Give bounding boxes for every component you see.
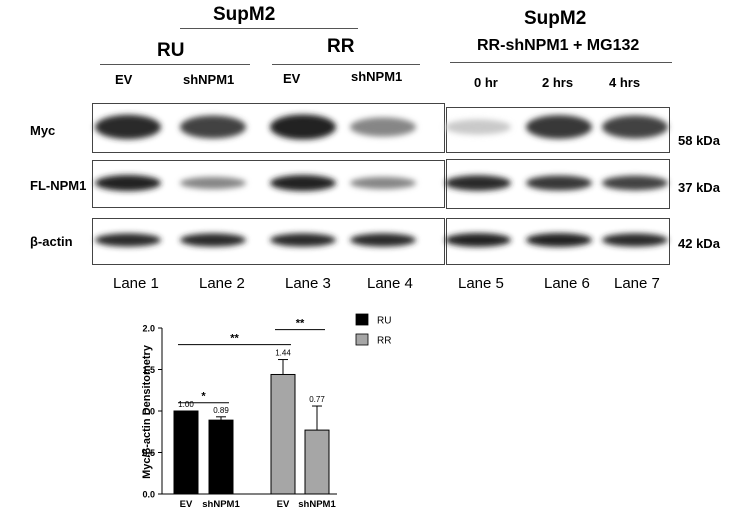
band-myc-lane-1	[95, 114, 161, 140]
x-tick-label: shNPM1	[202, 499, 240, 510]
x-tick-label: shNPM1	[298, 499, 336, 510]
band-myc-lane-2	[180, 115, 246, 139]
y-tick-label: 0.5	[142, 448, 155, 458]
legend-label-ru: RU	[377, 316, 391, 327]
value-label: 1.44	[275, 349, 291, 358]
band-beta-actin-lane-6	[526, 233, 592, 247]
band-myc-lane-6	[526, 115, 592, 139]
band-beta-actin-lane-2	[180, 233, 246, 247]
row-label-beta-actin: β-actin	[30, 234, 73, 249]
lane-header-4: shNPM1	[351, 69, 403, 84]
x-tick-label: EV	[180, 499, 193, 510]
significance-label: *	[201, 391, 206, 403]
y-axis-label: Myc/β-actin Densitometry	[141, 344, 153, 479]
band-fl-npm1-lane-2	[180, 176, 246, 190]
ru-rule	[100, 64, 250, 65]
y-tick-label: 1.5	[142, 365, 155, 375]
y-tick-label: 2.0	[142, 324, 155, 334]
lane-label-4: Lane 4	[367, 275, 413, 292]
value-label: 0.89	[213, 406, 229, 415]
band-fl-npm1-lane-6	[526, 175, 592, 191]
y-tick-label: 0.0	[142, 490, 155, 500]
lane-header-7: 4 hrs	[609, 75, 641, 90]
band-fl-npm1-lane-5	[445, 175, 511, 191]
legend-label-rr: RR	[377, 336, 391, 347]
band-fl-npm1-lane-4	[350, 176, 416, 190]
band-myc-lane-4	[350, 117, 416, 137]
kda-label-myc: 58 kDa	[678, 133, 720, 148]
row-label-myc: Myc	[30, 123, 56, 138]
group-rr-label: RR	[327, 36, 355, 57]
lane-header-5: 0 hr	[474, 75, 498, 90]
bar	[270, 373, 296, 495]
band-beta-actin-lane-5	[445, 233, 511, 247]
value-label: 1.00	[178, 400, 194, 409]
x-tick-label: EV	[277, 499, 290, 510]
bar	[173, 410, 199, 495]
lane-header-2: shNPM1	[183, 72, 235, 87]
value-label: 0.77	[309, 395, 325, 404]
significance-label: **	[230, 333, 239, 345]
legend-swatch-rr	[355, 333, 369, 346]
lane-header-3: EV	[283, 71, 301, 86]
band-beta-actin-lane-3	[270, 233, 336, 247]
band-myc-lane-3	[270, 114, 336, 140]
bar	[208, 419, 234, 495]
band-fl-npm1-lane-3	[270, 175, 336, 191]
lane-label-2: Lane 2	[199, 275, 245, 292]
lane-header-6: 2 hrs	[542, 75, 574, 90]
lane-label-6: Lane 6	[544, 275, 590, 292]
densitometry-chart: Myc/β-actin Densitometry 0.0 0.5 1.0 1.5 2.0…	[141, 313, 391, 510]
band-beta-actin-lane-1	[95, 233, 161, 247]
right-header: SupM2	[524, 8, 587, 29]
left-header: SupM2	[213, 4, 276, 25]
right-group-label: RR-shNPM1 + MG132	[477, 37, 640, 54]
kda-label-beta-actin: 42 kDa	[678, 236, 720, 251]
significance-label: **	[296, 318, 305, 330]
band-fl-npm1-lane-7	[602, 175, 668, 191]
band-beta-actin-lane-4	[350, 233, 416, 247]
rr-rule	[272, 64, 420, 65]
group-ru-label: RU	[157, 40, 185, 61]
lane-label-7: Lane 7	[614, 275, 660, 292]
band-myc-lane-7	[602, 115, 668, 139]
y-tick-label: 1.0	[142, 407, 155, 417]
band-beta-actin-lane-7	[602, 233, 668, 247]
lane-label-1: Lane 1	[113, 275, 159, 292]
bar	[304, 429, 330, 495]
legend-swatch-ru	[355, 313, 369, 326]
lane-label-5: Lane 5	[458, 275, 504, 292]
band-myc-lane-5	[445, 119, 511, 135]
lane-header-1: EV	[115, 72, 133, 87]
row-label-fl-npm1: FL-NPM1	[30, 178, 87, 193]
right-group-rule	[450, 62, 672, 63]
blot-bands	[95, 114, 668, 247]
kda-label-fl-npm1: 37 kDa	[678, 180, 720, 195]
header-rule-left	[180, 28, 358, 29]
lane-label-3: Lane 3	[285, 275, 331, 292]
band-fl-npm1-lane-1	[95, 175, 161, 191]
